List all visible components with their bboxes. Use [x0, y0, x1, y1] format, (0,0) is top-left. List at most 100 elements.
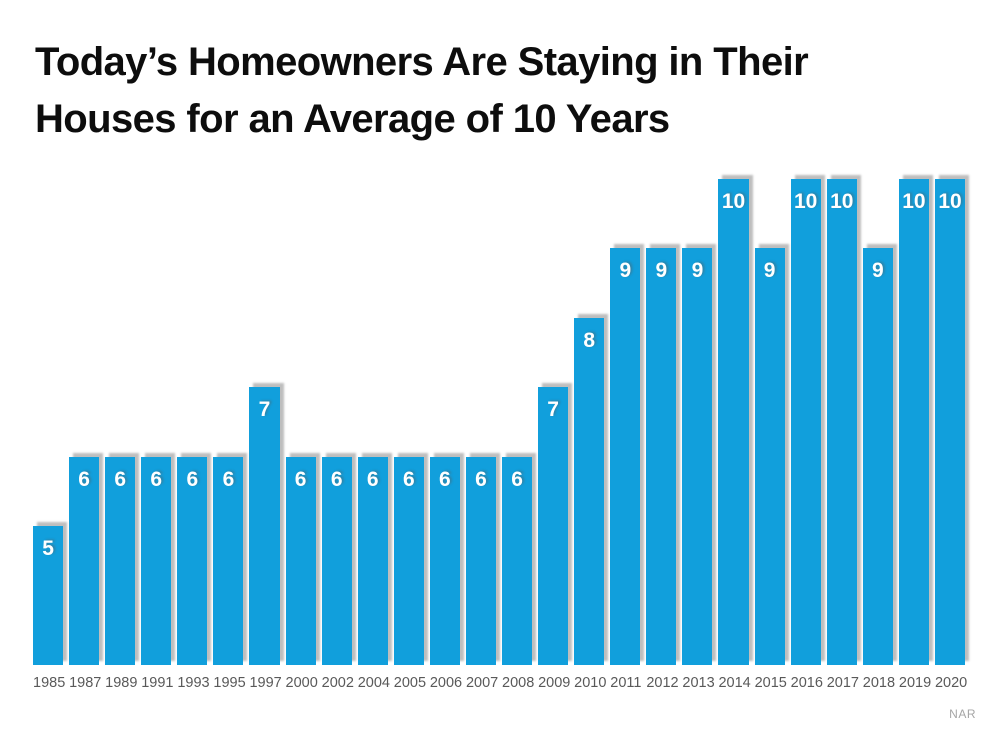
bar-slot: 6 [429, 179, 460, 665]
bar-slot: 10 [934, 179, 966, 665]
bar-slot: 9 [610, 179, 641, 665]
bar-value-label: 9 [619, 259, 632, 283]
bar-1985: 5 [33, 526, 64, 665]
bar-slot: 10 [826, 179, 857, 665]
x-tick-label: 2005 [393, 675, 427, 691]
x-tick-label: 2020 [934, 675, 968, 691]
bar-slot: 6 [285, 179, 316, 665]
x-axis-labels: 1985 1987 1989 1991 1993 1995 1997 2000 2002 2004… [33, 675, 968, 691]
bar-value-label: 6 [511, 467, 523, 491]
bar-2014: 10 [718, 179, 749, 665]
bar-2018: 9 [862, 248, 893, 665]
bar-slot: 10 [790, 179, 821, 665]
bar-1997: 7 [249, 387, 280, 665]
bar-slot: 9 [682, 179, 713, 665]
bar-value-label: 9 [871, 259, 884, 283]
x-tick-label: 2013 [682, 675, 715, 691]
x-tick-label: 2011 [610, 675, 642, 691]
bar-value-label: 10 [938, 190, 962, 213]
bar-2016: 10 [790, 179, 821, 665]
bar-value-label: 10 [902, 190, 926, 213]
bar-2010: 8 [574, 317, 605, 665]
bar-slot: 6 [141, 179, 172, 665]
x-tick-label: 1995 [213, 675, 246, 691]
bar-1987: 6 [69, 456, 100, 665]
bar-value-label: 6 [475, 467, 487, 491]
bar-2020: 10 [934, 179, 966, 665]
bar-slot: 6 [393, 179, 424, 665]
x-tick-label: 2017 [826, 675, 859, 691]
bar-value-label: 6 [366, 467, 379, 491]
bar-slot: 6 [357, 179, 388, 665]
bar-value-label: 6 [114, 467, 127, 491]
bar-value-label: 6 [439, 467, 451, 491]
x-tick-label: 2016 [790, 675, 823, 691]
bar-2006: 6 [429, 456, 460, 665]
bar-2007: 6 [465, 456, 497, 665]
bar-2015: 9 [754, 248, 785, 665]
bar-slot: 10 [898, 179, 929, 665]
bar-value-label: 6 [150, 467, 163, 491]
x-tick-label: 1985 [33, 675, 66, 691]
bar-slot: 6 [69, 179, 100, 665]
x-tick-label: 2018 [862, 675, 896, 691]
bar-1991: 6 [141, 456, 172, 665]
bar-slot: 6 [105, 179, 136, 665]
bar-slot: 6 [321, 179, 352, 665]
bar-2005: 6 [393, 456, 424, 665]
bar-value-label: 7 [547, 398, 559, 422]
x-tick-label: 1993 [177, 675, 210, 691]
chart-title-line-1: Today’s Homeowners Are Staying in Their [35, 40, 809, 84]
chart-title: Today’s Homeowners Are Staying in Their … [35, 34, 809, 148]
bar-value-label: 9 [655, 259, 668, 283]
bar-1989: 6 [105, 456, 136, 665]
bar-2019: 10 [898, 179, 929, 665]
x-tick-label: 2012 [646, 675, 679, 691]
bar-slot: 6 [502, 179, 533, 665]
source-attribution: NAR [949, 707, 976, 721]
bar-slot: 5 [33, 179, 64, 665]
bar-value-label: 7 [258, 398, 271, 422]
bar-slot: 7 [538, 179, 569, 665]
x-tick-label: 2007 [465, 675, 499, 691]
bar-2012: 9 [646, 248, 677, 665]
x-tick-label: 2008 [502, 675, 535, 691]
x-tick-label: 2015 [754, 675, 787, 691]
bar-1993: 6 [177, 456, 208, 665]
bar-value-label: 10 [830, 190, 854, 213]
bar-value-label: 6 [222, 467, 235, 491]
bar-2002: 6 [321, 456, 352, 665]
bar-value-label: 10 [721, 190, 746, 213]
bar-value-label: 6 [294, 467, 307, 491]
bar-slot: 6 [177, 179, 208, 665]
chart-title-line-2: Houses for an Average of 10 Years [35, 96, 670, 141]
bar-2009: 7 [538, 387, 569, 665]
bar-value-label: 10 [794, 190, 818, 213]
x-tick-label: 1987 [69, 675, 102, 691]
x-tick-label: 2009 [538, 675, 571, 691]
bar-slot: 9 [862, 179, 893, 665]
x-tick-label: 1989 [105, 675, 138, 691]
bar-value-label: 6 [402, 467, 415, 491]
x-tick-label: 2006 [429, 675, 463, 691]
x-tick-label: 2002 [321, 675, 354, 691]
bar-slot: 10 [718, 179, 749, 665]
bar-2017: 10 [826, 179, 857, 665]
x-tick-label: 2004 [357, 675, 390, 691]
bar-value-label: 6 [78, 467, 90, 491]
bar-2011: 9 [610, 248, 641, 665]
bar-slot: 9 [646, 179, 677, 665]
bar-1995: 6 [213, 456, 244, 665]
bar-slot: 6 [465, 179, 497, 665]
x-tick-label: 2000 [285, 675, 318, 691]
x-tick-label: 1991 [141, 675, 174, 691]
x-tick-label: 2014 [718, 675, 751, 691]
bar-2008: 6 [502, 456, 533, 665]
bar-value-label: 6 [330, 467, 343, 491]
x-tick-label: 1997 [249, 675, 282, 691]
bar-value-label: 6 [186, 467, 199, 491]
bar-slot: 6 [213, 179, 244, 665]
bar-value-label: 9 [763, 259, 776, 283]
bar-2004: 6 [357, 456, 388, 665]
